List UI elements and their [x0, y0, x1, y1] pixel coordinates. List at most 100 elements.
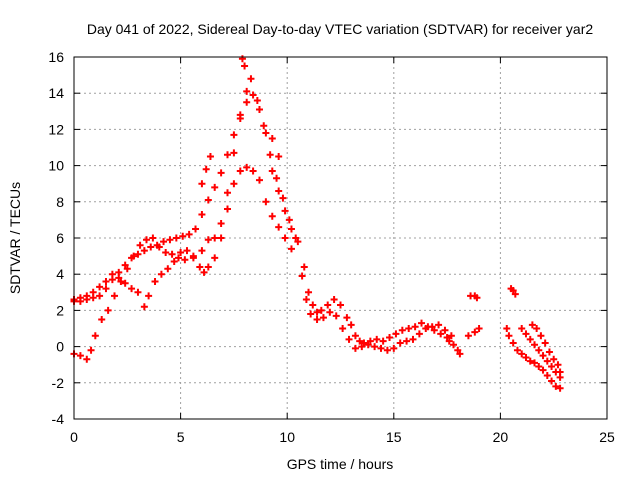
data-point — [505, 332, 513, 340]
data-point — [307, 310, 315, 318]
data-point — [108, 270, 116, 278]
x-tick-label: 0 — [70, 429, 78, 445]
data-point — [447, 332, 455, 340]
data-point — [217, 169, 225, 177]
data-point — [531, 341, 539, 349]
data-point — [441, 326, 449, 334]
data-point — [211, 254, 219, 262]
data-point — [513, 346, 521, 354]
data-point — [386, 334, 394, 342]
data-point — [449, 341, 457, 349]
data-point — [332, 312, 340, 320]
data-point — [324, 301, 332, 309]
data-point — [275, 223, 283, 231]
data-point — [287, 225, 295, 233]
y-tick-label: 10 — [48, 158, 64, 174]
data-point — [539, 366, 547, 374]
data-point — [255, 176, 263, 184]
data-point — [347, 321, 355, 329]
data-point — [545, 348, 553, 356]
data-point — [313, 308, 321, 316]
data-point — [217, 234, 225, 242]
data-point — [147, 243, 155, 251]
data-point — [518, 325, 526, 332]
data-point — [409, 335, 417, 343]
x-tick-label: 25 — [599, 429, 615, 445]
data-point — [443, 334, 451, 342]
data-point — [160, 238, 168, 246]
data-point — [123, 265, 131, 273]
data-point — [548, 377, 556, 385]
data-point — [548, 363, 556, 371]
data-point — [202, 165, 210, 173]
data-point — [445, 337, 453, 345]
data-point — [115, 268, 123, 276]
data-point — [556, 368, 564, 376]
data-point — [262, 198, 270, 206]
data-point — [255, 105, 263, 113]
data-point — [351, 344, 359, 352]
data-point — [140, 247, 148, 255]
data-point — [196, 263, 204, 271]
data-point — [435, 321, 443, 329]
data-point — [509, 286, 517, 294]
data-point — [343, 314, 351, 322]
data-point — [285, 216, 293, 224]
data-point — [550, 355, 558, 363]
data-point — [121, 279, 129, 287]
data-point — [206, 153, 214, 161]
data-point — [475, 325, 483, 332]
data-point — [281, 234, 289, 242]
data-point — [398, 326, 406, 334]
data-point — [204, 236, 212, 244]
data-point — [198, 247, 206, 255]
data-point — [464, 332, 472, 340]
y-tick-label: -2 — [52, 375, 65, 391]
data-point — [211, 183, 219, 191]
data-point — [230, 131, 238, 139]
data-point — [268, 212, 276, 220]
data-point — [294, 238, 302, 246]
data-points — [70, 55, 564, 392]
data-point — [183, 247, 191, 255]
data-point — [552, 382, 560, 390]
data-point — [539, 352, 547, 360]
data-point — [262, 129, 270, 137]
data-point — [83, 355, 91, 363]
data-point — [164, 265, 172, 273]
data-point — [345, 335, 353, 343]
data-point — [241, 62, 249, 70]
data-point — [238, 55, 246, 63]
data-point — [396, 339, 404, 347]
data-point — [390, 344, 398, 352]
x-tick-label: 15 — [386, 429, 402, 445]
data-point — [204, 196, 212, 204]
data-point — [339, 325, 347, 332]
data-point — [437, 330, 445, 338]
data-point — [405, 325, 413, 332]
data-point — [104, 306, 112, 314]
data-point — [145, 292, 153, 300]
data-point — [128, 285, 136, 293]
grid-lines — [74, 57, 607, 419]
y-tick-label: 6 — [56, 230, 64, 246]
data-point — [428, 323, 436, 331]
data-point — [149, 234, 157, 242]
data-point — [136, 241, 144, 249]
data-point — [364, 341, 372, 349]
data-point — [526, 357, 534, 365]
axis-tick-labels: 0 5 10 15 20 25 -4 -2 0 2 4 6 8 10 12 14 16 — [48, 49, 615, 445]
data-point — [518, 350, 526, 358]
data-point — [224, 205, 232, 213]
data-point — [142, 236, 150, 244]
data-point — [230, 180, 238, 188]
data-point — [121, 261, 129, 269]
data-point — [91, 332, 99, 340]
data-point — [456, 350, 464, 358]
data-point — [302, 296, 310, 304]
x-tick-label: 20 — [493, 429, 509, 445]
data-point — [111, 292, 119, 300]
y-tick-label: 0 — [56, 339, 64, 355]
data-point — [268, 167, 276, 175]
